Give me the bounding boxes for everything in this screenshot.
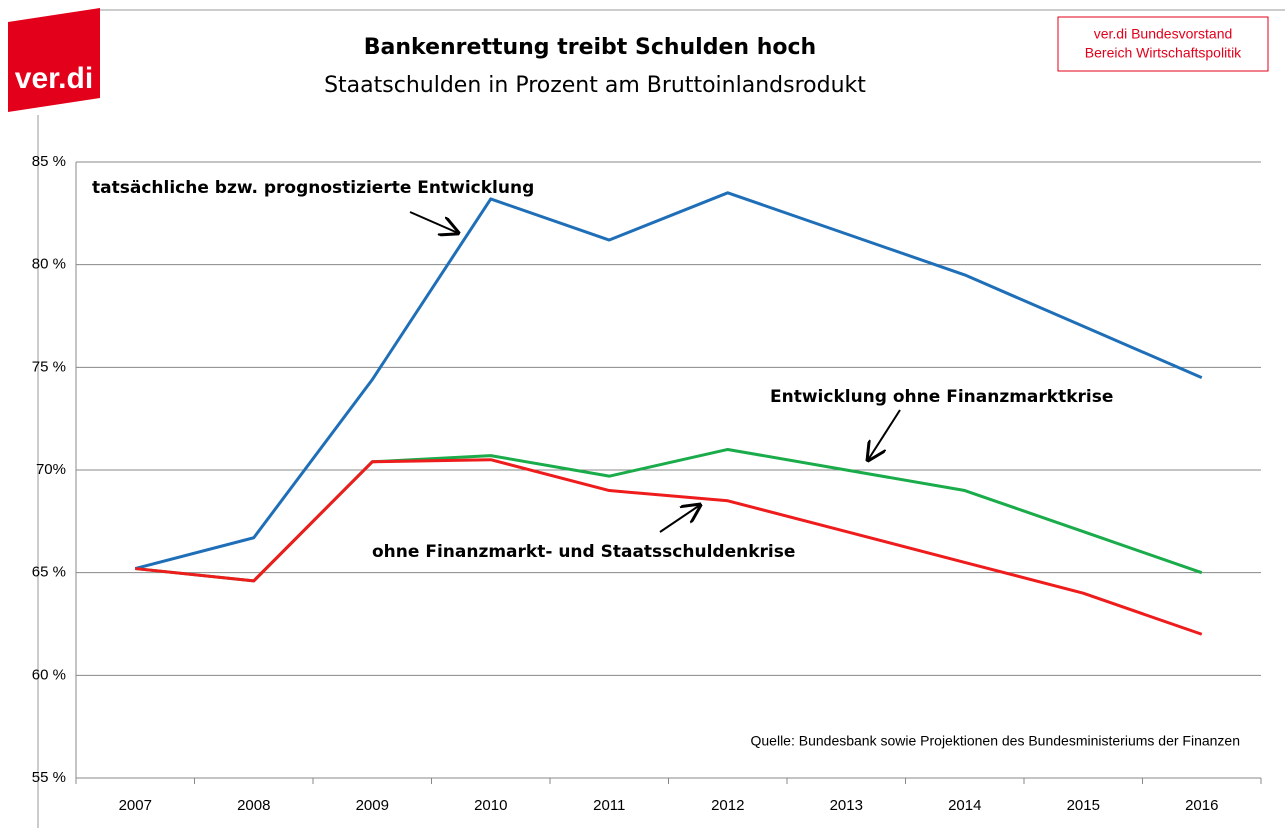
chart-title: Bankenrettung treibt Schulden hoch bbox=[364, 35, 816, 60]
source-note: Quelle: Bundesbank sowie Projektionen de… bbox=[751, 733, 1241, 749]
x-tick-label: 2015 bbox=[1067, 797, 1100, 814]
x-tick-label: 2011 bbox=[593, 797, 625, 814]
y-tick-label: 70% bbox=[36, 461, 66, 478]
y-tick-label: 60 % bbox=[32, 666, 66, 683]
y-tick-label: 65 % bbox=[32, 564, 66, 581]
x-tick-label: 2007 bbox=[119, 797, 152, 814]
source-box bbox=[1057, 16, 1269, 72]
series-line bbox=[134, 191, 1203, 571]
source-box-line: Bereich Wirtschaftspolitik bbox=[1085, 45, 1242, 61]
series-label: tatsächliche bzw. prognostizierte Entwic… bbox=[92, 178, 534, 198]
chart-subtitle: Staatschulden in Prozent am Bruttoinland… bbox=[324, 73, 866, 98]
x-tick-label: 2010 bbox=[474, 797, 507, 814]
x-tick-label: 2012 bbox=[711, 797, 744, 814]
series-label: ohne Finanzmarkt- und Staatsschuldenkris… bbox=[372, 542, 795, 562]
arrow bbox=[409, 211, 458, 233]
series-label: Entwicklung ohne Finanzmarktkrise bbox=[770, 387, 1113, 407]
x-tick-label: 2013 bbox=[830, 797, 863, 814]
y-tick-label: 80 % bbox=[32, 256, 66, 273]
arrow bbox=[868, 409, 901, 460]
logo: ver.di bbox=[15, 62, 93, 95]
x-tick-label: 2014 bbox=[948, 797, 981, 814]
arrow bbox=[659, 505, 700, 533]
y-tick-label: 75 % bbox=[32, 358, 66, 375]
x-tick-label: 2016 bbox=[1185, 797, 1218, 814]
y-tick-label: 85 % bbox=[32, 153, 66, 170]
x-tick-label: 2009 bbox=[356, 797, 389, 814]
logo-shape bbox=[8, 8, 100, 112]
series-line bbox=[135, 458, 1203, 636]
source-box-line: ver.di Bundesvorstand bbox=[1094, 26, 1233, 42]
y-tick-label: 55 % bbox=[32, 769, 66, 786]
x-tick-label: 2008 bbox=[237, 797, 270, 814]
